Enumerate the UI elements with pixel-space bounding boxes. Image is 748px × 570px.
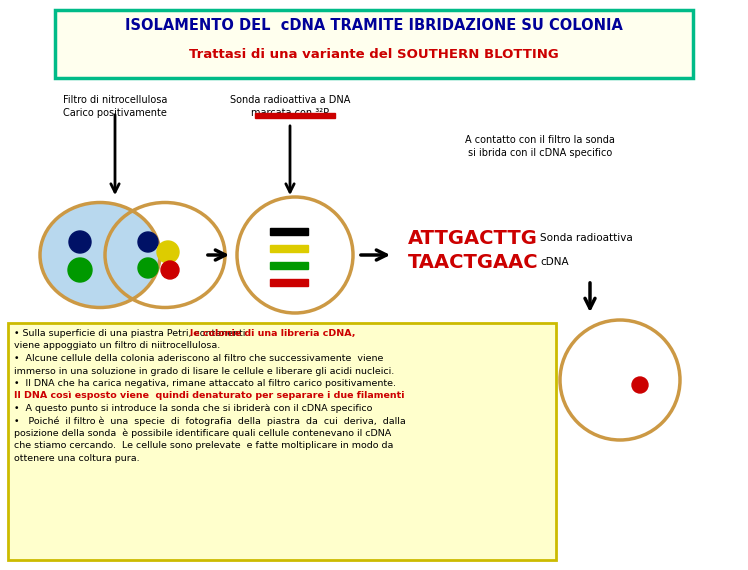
Text: A contatto con il filtro la sonda
si ibrida con il cDNA specifico: A contatto con il filtro la sonda si ibr… <box>465 135 615 158</box>
Text: Filtro di nitrocellulosa
Carico positivamente: Filtro di nitrocellulosa Carico positiva… <box>63 95 168 118</box>
Text: TAACTGAAC: TAACTGAAC <box>408 253 539 271</box>
Circle shape <box>632 377 648 393</box>
Text: •  Alcune cellule della colonia aderiscono al filtro che successivamente  viene: • Alcune cellule della colonia aderiscon… <box>14 354 384 363</box>
Bar <box>270 245 308 252</box>
Text: ISOLAMENTO DEL  cDNA TRAMITE IBRIDAZIONE SU COLONIA: ISOLAMENTO DEL cDNA TRAMITE IBRIDAZIONE … <box>125 18 623 32</box>
Bar <box>270 228 308 235</box>
Circle shape <box>138 232 158 252</box>
Circle shape <box>69 231 91 253</box>
Text: posizione della sonda  è possibile identificare quali cellule contenevano il cDN: posizione della sonda è possibile identi… <box>14 429 391 438</box>
FancyBboxPatch shape <box>55 10 693 78</box>
Circle shape <box>157 241 179 263</box>
Text: •   Poiché  il filtro è  una  specie  di  fotografia  della  piastra  da  cui  d: • Poiché il filtro è una specie di fotog… <box>14 417 405 426</box>
Text: viene appoggiato un filtro di niitrocellulosa.: viene appoggiato un filtro di niitrocell… <box>14 341 220 351</box>
Text: che stiamo cercando.  Le cellule sono prelevate  e fatte moltiplicare in modo da: che stiamo cercando. Le cellule sono pre… <box>14 442 393 450</box>
Text: •  A questo punto si introduce la sonda che si ibriderà con il cDNA specifico: • A questo punto si introduce la sonda c… <box>14 404 373 413</box>
Ellipse shape <box>40 202 160 307</box>
FancyBboxPatch shape <box>8 323 556 560</box>
Circle shape <box>138 258 158 278</box>
Text: Il DNA così esposto viene  quindi denaturato per separare i due filamenti: Il DNA così esposto viene quindi denatur… <box>14 392 405 401</box>
Text: Sonda radioattiva a DNA
marcata con ³²P: Sonda radioattiva a DNA marcata con ³²P <box>230 95 350 118</box>
Bar <box>270 279 308 286</box>
Text: cDNA: cDNA <box>540 257 568 267</box>
Bar <box>270 262 308 269</box>
Text: le colonie di una libreria cDNA,: le colonie di una libreria cDNA, <box>190 329 355 338</box>
Bar <box>255 113 335 118</box>
Text: Trattasi di una variante del SOUTHERN BLOTTING: Trattasi di una variante del SOUTHERN BL… <box>189 47 559 60</box>
Text: ATTGACTTG: ATTGACTTG <box>408 229 538 247</box>
Circle shape <box>161 261 179 279</box>
Circle shape <box>68 258 92 282</box>
Text: Sonda radioattiva: Sonda radioattiva <box>540 233 633 243</box>
Text: •  Il DNA che ha carica negativa, rimane attaccato al filtro carico positivament: • Il DNA che ha carica negativa, rimane … <box>14 379 396 388</box>
Text: ottenere una coltura pura.: ottenere una coltura pura. <box>14 454 140 463</box>
Text: immerso in una soluzione in grado di lisare le cellule e liberare gli acidi nucl: immerso in una soluzione in grado di lis… <box>14 367 394 376</box>
Text: • Sulla superficie di una piastra Petri, contenenti: • Sulla superficie di una piastra Petri,… <box>14 329 248 338</box>
